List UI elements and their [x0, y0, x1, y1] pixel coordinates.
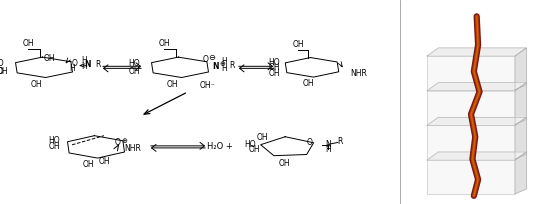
Text: H₂O +: H₂O +: [207, 142, 233, 151]
Polygon shape: [515, 117, 526, 159]
Text: R: R: [337, 137, 343, 146]
Text: OH: OH: [278, 159, 290, 168]
Text: H: H: [221, 57, 227, 66]
Text: HO: HO: [48, 136, 60, 145]
Polygon shape: [515, 152, 526, 194]
Polygon shape: [427, 152, 526, 160]
Text: OH: OH: [302, 79, 314, 88]
Bar: [427, 160, 515, 194]
Bar: [427, 125, 515, 159]
Text: H: H: [69, 64, 75, 73]
Text: HO: HO: [128, 59, 140, 68]
Text: HO: HO: [0, 67, 4, 76]
Text: OH: OH: [82, 160, 94, 169]
Text: HO: HO: [268, 58, 280, 67]
Text: ⊕: ⊕: [219, 61, 225, 67]
Text: NHR: NHR: [350, 69, 367, 78]
Text: OH: OH: [158, 39, 170, 48]
Text: OH: OH: [128, 67, 140, 76]
Polygon shape: [515, 48, 526, 90]
Text: O: O: [115, 138, 121, 147]
Text: OH: OH: [48, 142, 60, 151]
Text: OH: OH: [268, 63, 280, 72]
Text: NHR: NHR: [124, 144, 141, 153]
Text: H: H: [325, 145, 331, 154]
Text: HO: HO: [244, 140, 256, 149]
Bar: [427, 91, 515, 124]
Bar: [427, 56, 515, 90]
Text: OH: OH: [166, 80, 178, 89]
Text: :: :: [85, 58, 87, 67]
Polygon shape: [427, 83, 526, 91]
Text: OH: OH: [256, 133, 268, 142]
Text: O: O: [72, 59, 78, 68]
Text: OH: OH: [44, 54, 56, 63]
Text: OH⁻: OH⁻: [200, 81, 216, 90]
Text: N: N: [213, 62, 220, 71]
Text: OH: OH: [268, 69, 280, 78]
Text: H: H: [81, 56, 87, 65]
Text: H: H: [81, 62, 87, 71]
Text: O: O: [307, 138, 313, 147]
Text: ⊖: ⊖: [209, 53, 216, 62]
Text: OH: OH: [248, 145, 260, 154]
Text: R: R: [229, 61, 235, 70]
Polygon shape: [515, 83, 526, 124]
Text: H: H: [221, 64, 227, 73]
Text: R: R: [95, 60, 101, 69]
Text: OH: OH: [30, 80, 42, 89]
Polygon shape: [427, 48, 526, 56]
Text: OH: OH: [98, 157, 110, 166]
Polygon shape: [427, 117, 526, 125]
Text: OH: OH: [292, 40, 304, 49]
Text: OH: OH: [0, 67, 8, 76]
Text: N: N: [85, 60, 91, 69]
Text: OH: OH: [22, 39, 34, 48]
Text: ⊕: ⊕: [121, 138, 127, 144]
Text: N: N: [325, 140, 331, 149]
Text: HO: HO: [0, 59, 4, 68]
Text: O: O: [203, 55, 209, 64]
